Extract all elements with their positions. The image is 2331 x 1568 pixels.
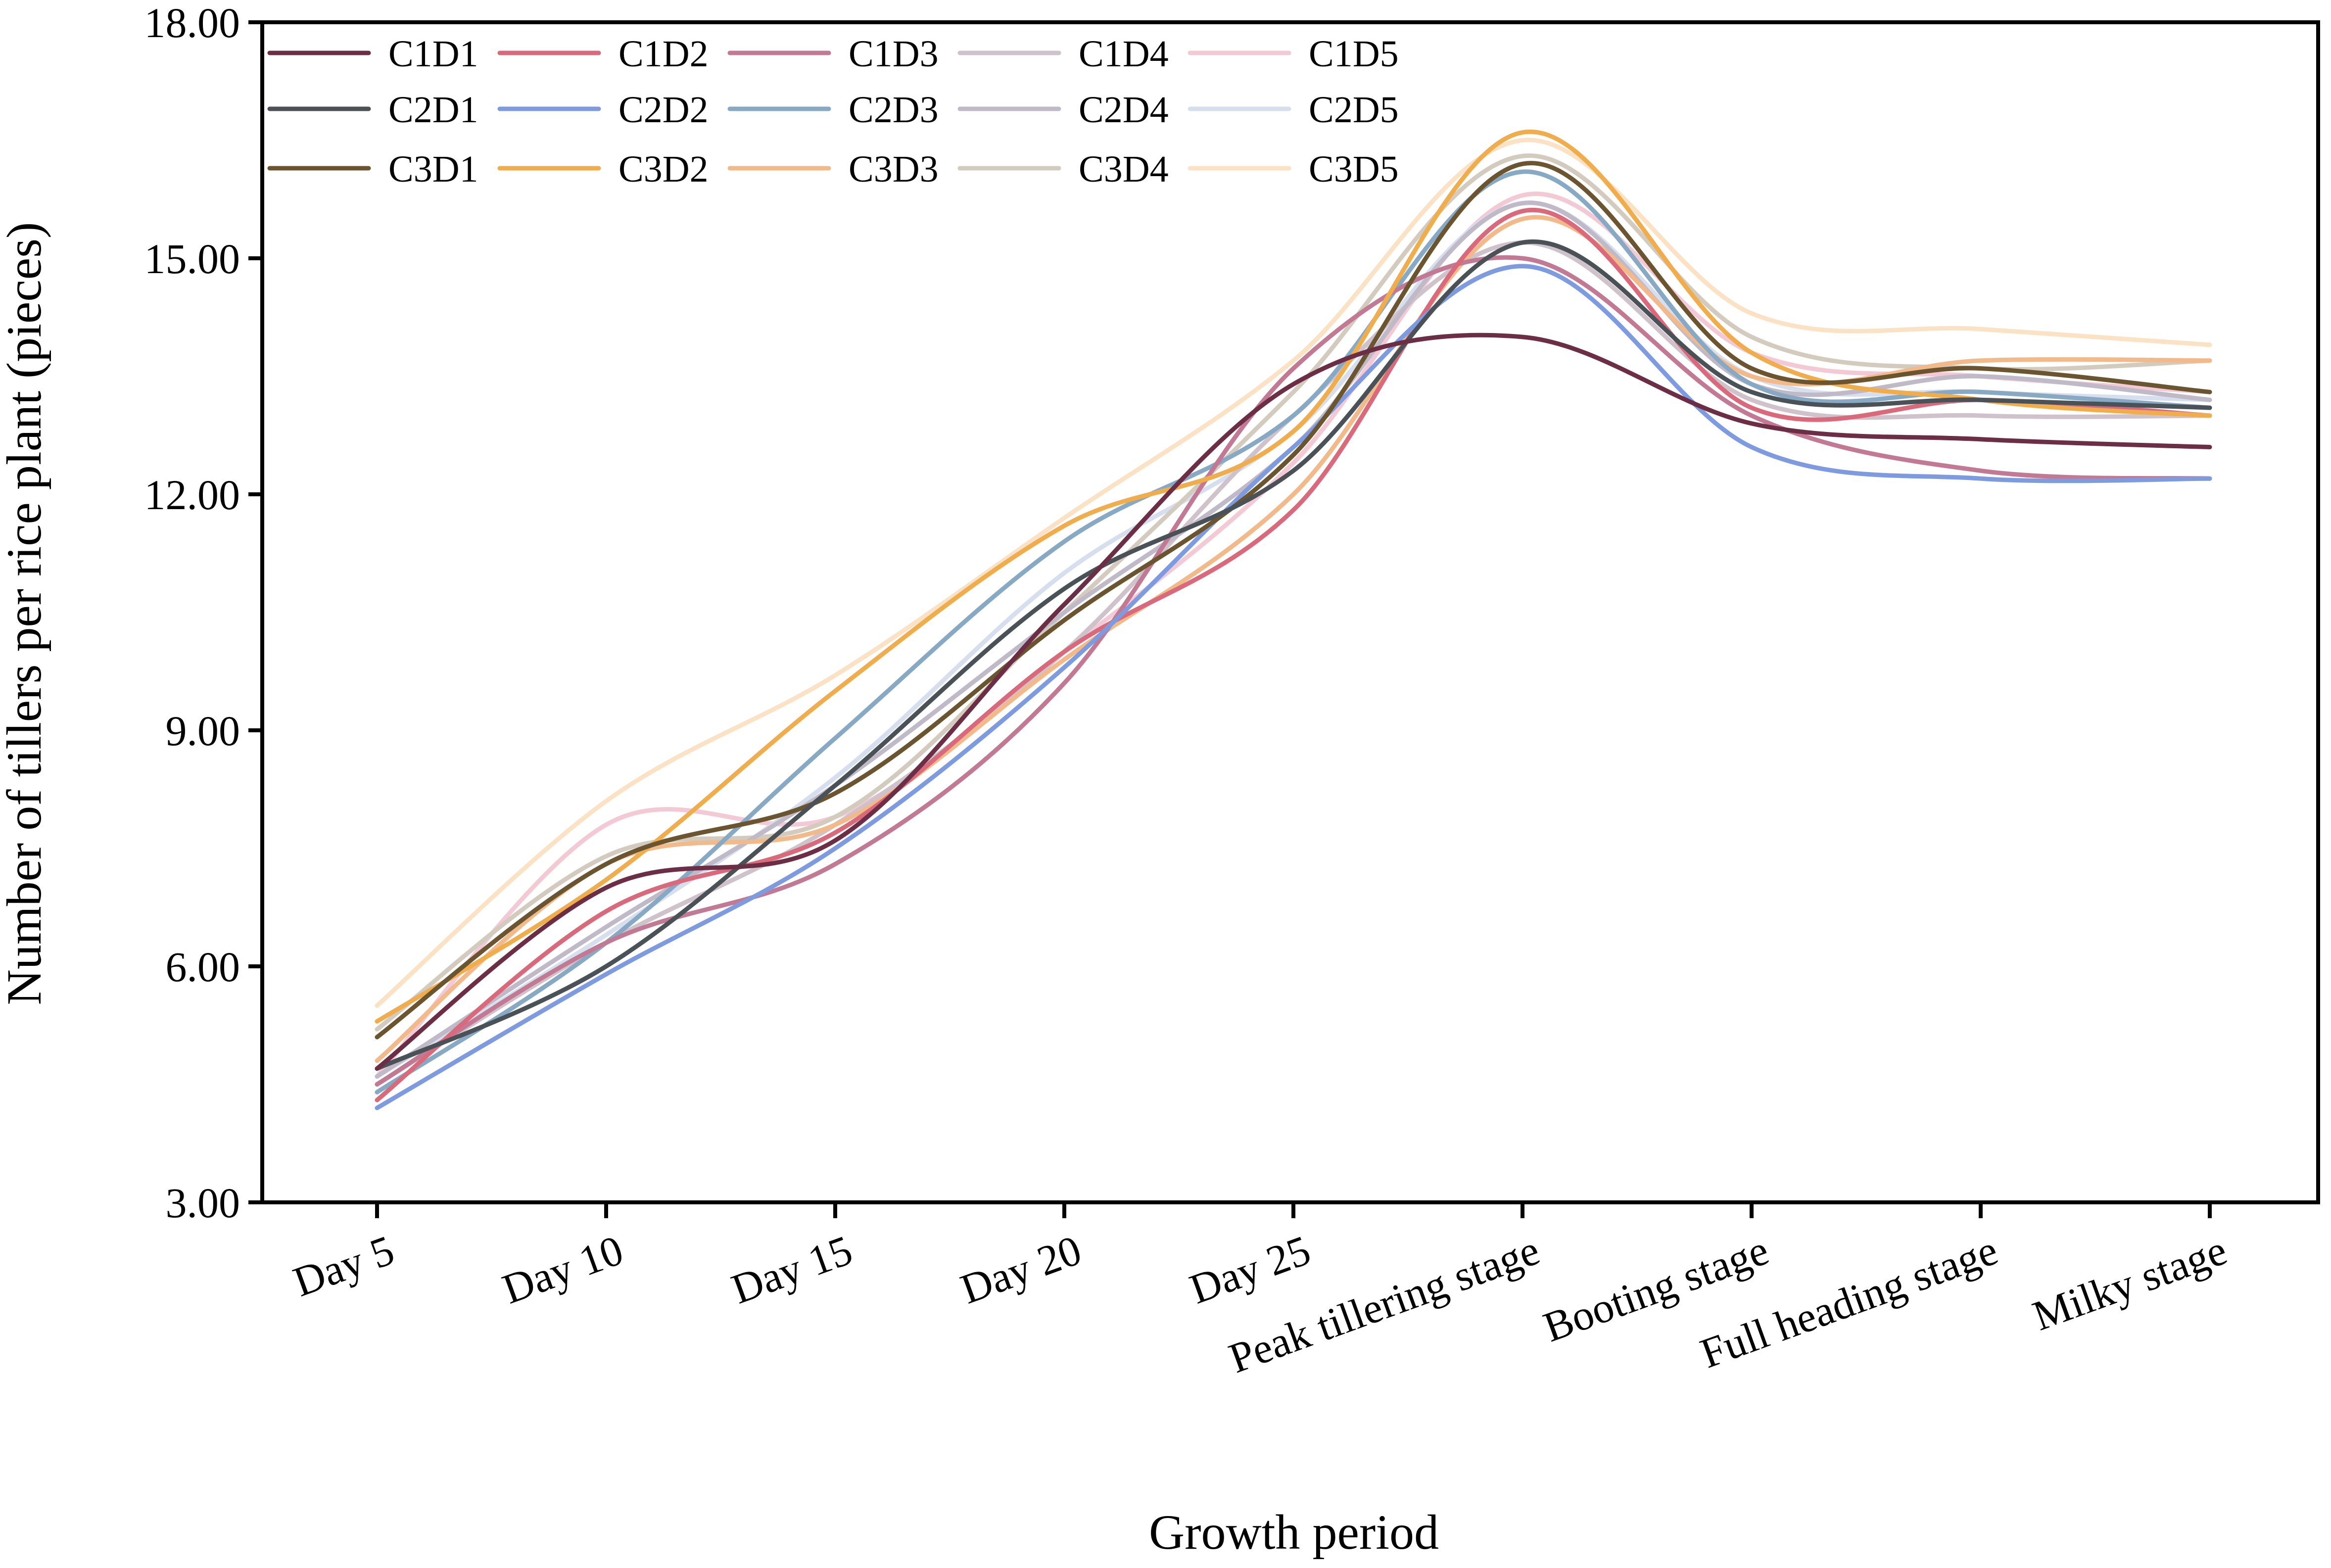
legend-label-c2d5: C2D5 xyxy=(1309,89,1399,131)
series-line-c2d4 xyxy=(375,200,2212,1079)
series-line-c1d3 xyxy=(375,255,2212,1087)
series-line-c2d1 xyxy=(375,239,2212,1071)
plot-frame xyxy=(260,20,2320,1204)
series-line-c2d5 xyxy=(375,200,2212,1079)
legend-label-c3d5: C3D5 xyxy=(1309,148,1399,190)
series-layer xyxy=(375,129,2212,1110)
series-line-c1d2 xyxy=(375,207,2212,1102)
legend: C1D1 C1D2 C1D3 C1D4 C1D5 C2D1 C2D2 C2D3 C2D4 C2D5… xyxy=(267,33,1399,190)
legend-label-c2d2: C2D2 xyxy=(618,89,709,131)
legend-label-c1d5: C1D5 xyxy=(1309,33,1399,75)
legend-label-c3d1: C3D1 xyxy=(388,148,478,190)
y-tick-label: 12.00 xyxy=(144,471,240,519)
x-tick-label: Day 5 xyxy=(287,1226,400,1306)
legend-label-c2d1: C2D1 xyxy=(388,89,478,131)
legend-label-c1d3: C1D3 xyxy=(849,33,939,75)
series-line-c2d2 xyxy=(375,264,2212,1110)
series-line-c2d3 xyxy=(375,169,2212,1094)
x-tick-label: Day 10 xyxy=(496,1226,629,1313)
x-tick-label: Day 15 xyxy=(725,1226,858,1313)
legend-label-c1d2: C1D2 xyxy=(618,33,709,75)
series-line-c3d1 xyxy=(375,161,2212,1040)
plot-area xyxy=(260,20,2320,1204)
legend-label-c3d3: C3D3 xyxy=(849,148,939,190)
x-tick-label: Milky stage xyxy=(2027,1226,2233,1340)
legend-label-c1d1: C1D1 xyxy=(388,33,478,75)
legend-label-c3d4: C3D4 xyxy=(1079,148,1169,190)
y-axis: 3.00 6.00 9.00 12.00 15.00 18.00 xyxy=(144,0,262,1227)
x-axis-title: Growth period xyxy=(1149,1505,1439,1560)
x-tick-label: Day 20 xyxy=(954,1226,1087,1313)
legend-label-c2d4: C2D4 xyxy=(1079,89,1169,131)
y-tick-label: 15.00 xyxy=(144,235,240,283)
legend-label-c1d4: C1D4 xyxy=(1079,33,1169,75)
y-tick-label: 6.00 xyxy=(166,943,240,991)
series-line-c3d5 xyxy=(375,138,2212,1008)
y-tick-label: 9.00 xyxy=(166,707,240,755)
y-tick-label: 3.00 xyxy=(166,1179,240,1227)
series-line-c3d2 xyxy=(375,129,2212,1024)
legend-label-c3d2: C3D2 xyxy=(618,148,709,190)
y-tick-label: 18.00 xyxy=(144,0,240,47)
x-tick-label: Day 25 xyxy=(1184,1226,1316,1313)
y-axis-title: Number of tillers per rice plant (pieces… xyxy=(0,222,51,1005)
series-line-c1d5 xyxy=(375,191,2212,1079)
series-line-c1d1 xyxy=(375,333,2212,1071)
legend-label-c2d3: C2D3 xyxy=(849,89,939,131)
